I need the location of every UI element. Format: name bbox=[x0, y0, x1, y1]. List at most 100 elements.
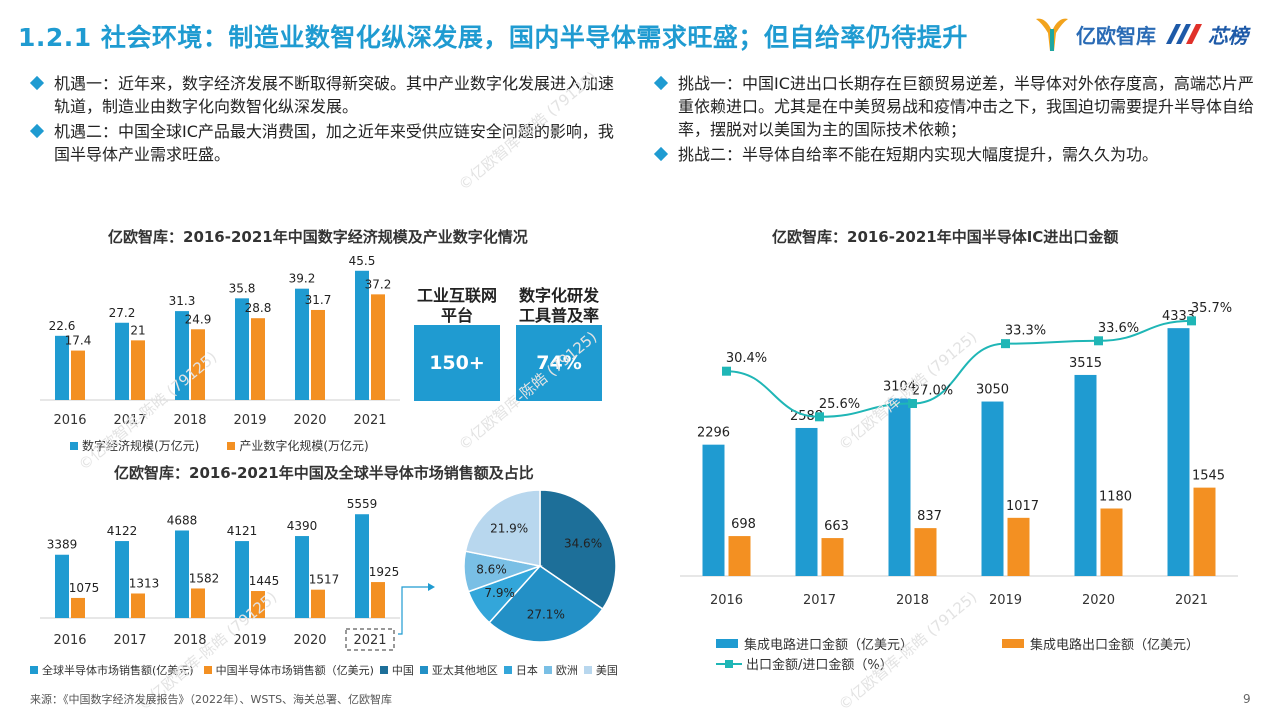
legend-item-japan: 日本 bbox=[498, 662, 538, 678]
bullet-text: 挑战一：中国IC进出口长期存在巨额贸易逆差，半导体对外依存度高，高端芯片严重依赖… bbox=[678, 74, 1255, 139]
legend-swatch bbox=[543, 666, 552, 674]
source-note: 来源：《中国数字经济发展报告》（2022年）、WSTS、海关总署、亿欧智库 bbox=[30, 693, 393, 706]
data-label: 1925 bbox=[369, 565, 400, 579]
semiconductor-market-chart: 3389 1075 2016 4122 1313 2017 4688 1582 2018 4121… bbox=[40, 497, 435, 651]
diamond-bullet-icon bbox=[653, 146, 669, 162]
legend-swatch bbox=[716, 639, 738, 648]
bar-digital-s1-2017 bbox=[115, 322, 129, 400]
data-label: 1313 bbox=[129, 576, 160, 590]
data-label: 31.7 bbox=[305, 293, 332, 307]
ratio-label: 30.4% bbox=[726, 351, 767, 366]
x-tick-label: 2017 bbox=[803, 593, 836, 608]
legend-item-export: 集成电路出口金额（亿美元） bbox=[1002, 634, 1199, 653]
bar-digital-s1-2021 bbox=[355, 270, 369, 400]
legend-swatch bbox=[70, 441, 78, 450]
legend-label: 日本 bbox=[515, 664, 538, 677]
legend-label: 集成电路出口金额（亿美元） bbox=[1030, 638, 1200, 653]
ratio-label: 35.7% bbox=[1191, 301, 1232, 316]
bar-import-2018 bbox=[888, 398, 911, 576]
page-number: 9 bbox=[1243, 692, 1251, 706]
bar-export-2021 bbox=[1193, 487, 1216, 576]
highlight-box-2021 bbox=[345, 628, 395, 651]
bar-digital-s2-2021 bbox=[371, 294, 385, 400]
legend-line-swatch bbox=[716, 659, 742, 668]
data-label: 27.2 bbox=[109, 306, 136, 320]
bar-digital-s2-2020 bbox=[311, 309, 325, 400]
opportunities-list: 机遇一：近年来，数字经济发展不断取得新突破。其中产业数字化发展进入加速轨道，制造… bbox=[29, 72, 620, 168]
digital-economy-chart: 22.617.4 2016 27.2 21 2017 31.3 24.9 2018 35.8 28… bbox=[40, 254, 400, 428]
x-tick-label: 2016 bbox=[53, 413, 86, 428]
data-label: 1445 bbox=[249, 574, 280, 588]
bar-semi-s2-2021 bbox=[371, 582, 385, 618]
x-tick-label: 2018 bbox=[896, 593, 929, 608]
chart4-title: 亿欧智库：2016-2021年中国半导体IC进出口金额 bbox=[772, 228, 1119, 246]
legend-label: 产业数字化规模(万亿元) bbox=[239, 439, 369, 453]
bullet-text: 机遇二：中国全球IC产品最大消费国，加之近年来受供应链安全问题的影响，我国半导体… bbox=[54, 122, 614, 164]
legend-item-china: 中国 bbox=[374, 662, 414, 678]
legend-swatch bbox=[1002, 639, 1024, 648]
ratio-marker-2017 bbox=[815, 412, 824, 422]
bar-semi-s1-2021 bbox=[355, 514, 369, 618]
data-label: 1545 bbox=[1192, 469, 1225, 484]
ratio-label: 33.3% bbox=[1005, 324, 1046, 339]
data-label: 5559 bbox=[347, 497, 378, 511]
x-tick-label: 2021 bbox=[1175, 593, 1208, 608]
yiou-logo-text: 亿欧智库 bbox=[1076, 23, 1156, 48]
data-label: 39.2 bbox=[289, 272, 316, 286]
card-title-iiot: 工业互联网平台 bbox=[416, 286, 497, 325]
legend-item-usa: 美国 bbox=[578, 662, 618, 678]
data-label: 1582 bbox=[189, 571, 220, 585]
bar-semi-s2-2017 bbox=[131, 593, 145, 618]
legend-item-import: 集成电路进口金额（亿美元） bbox=[716, 634, 913, 653]
bar-export-2020 bbox=[1100, 508, 1123, 576]
ratio-marker-2020 bbox=[1094, 336, 1103, 346]
legend-swatch bbox=[379, 666, 388, 674]
ratio-marker-2018 bbox=[908, 399, 917, 408]
x-tick-label: 2020 bbox=[293, 633, 326, 648]
legend-label: 集成电路进口金额（亿美元） bbox=[744, 638, 914, 653]
data-label: 3389 bbox=[47, 538, 78, 552]
chart2-title: 亿欧智库：2016-2021年中国及全球半导体市场销售额及占比 bbox=[114, 464, 534, 482]
x-tick-label: 2017 bbox=[113, 413, 146, 428]
data-label: 17.4 bbox=[65, 334, 92, 348]
bar-digital-s1-2018 bbox=[175, 311, 189, 400]
x-tick-label: 2020 bbox=[1082, 593, 1115, 608]
bullet-challenge-1: 挑战一：中国IC进出口长期存在巨额贸易逆差，半导体对外依存度高，高端芯片严重依赖… bbox=[653, 72, 1255, 141]
bar-import-2021 bbox=[1167, 328, 1190, 576]
legend-label: 中国半导体市场销售额（亿美元) bbox=[215, 664, 374, 677]
bar-digital-s2-2016 bbox=[71, 350, 85, 400]
legend-swatch bbox=[203, 666, 212, 674]
data-label: 1517 bbox=[309, 573, 340, 587]
legend-item-industry-digital: 产业数字化规模(万亿元) bbox=[199, 437, 369, 454]
legend-label: 数字经济规模(万亿元) bbox=[82, 439, 200, 453]
bar-semi-s1-2017 bbox=[115, 541, 129, 618]
x-tick-label: 2016 bbox=[710, 593, 743, 608]
bar-digital-s2-2018 bbox=[191, 329, 205, 400]
bar-semi-s2-2019 bbox=[251, 591, 265, 618]
legend-label: 美国 bbox=[595, 664, 618, 677]
bar-export-2018 bbox=[914, 528, 937, 576]
data-label: 837 bbox=[917, 509, 942, 524]
legend-swatch bbox=[583, 666, 592, 674]
data-label: 31.3 bbox=[169, 294, 196, 308]
legend-item-europe: 欧洲 bbox=[538, 662, 578, 678]
pie-slice-0 bbox=[539, 489, 617, 611]
data-label: 1017 bbox=[1006, 499, 1039, 514]
legend-label: 亚太其他地区 bbox=[431, 664, 498, 677]
bar-semi-s1-2020 bbox=[295, 536, 309, 618]
bar-digital-s2-2017 bbox=[131, 340, 145, 400]
chart4-legend-row2: 出口金额/进口金额（%） bbox=[716, 654, 893, 673]
bar-digital-s1-2019 bbox=[235, 298, 249, 400]
chart1-legend: 数字经济规模(万亿元) 产业数字化规模(万亿元) bbox=[60, 437, 369, 454]
x-tick-label: 2018 bbox=[173, 413, 206, 428]
ic-trade-chart: 2296698201625886632017310483720183050101… bbox=[680, 301, 1238, 608]
x-tick-label: 2020 bbox=[293, 413, 326, 428]
bar-digital-s2-2019 bbox=[251, 318, 265, 400]
data-label: 4122 bbox=[107, 524, 138, 538]
bar-semi-s2-2016 bbox=[71, 597, 85, 618]
diamond-bullet-icon bbox=[653, 75, 669, 91]
legend-swatch bbox=[503, 666, 512, 674]
bar-export-2016 bbox=[728, 536, 751, 576]
data-label: 28.8 bbox=[245, 301, 272, 315]
diamond-bullet-icon bbox=[29, 123, 45, 139]
